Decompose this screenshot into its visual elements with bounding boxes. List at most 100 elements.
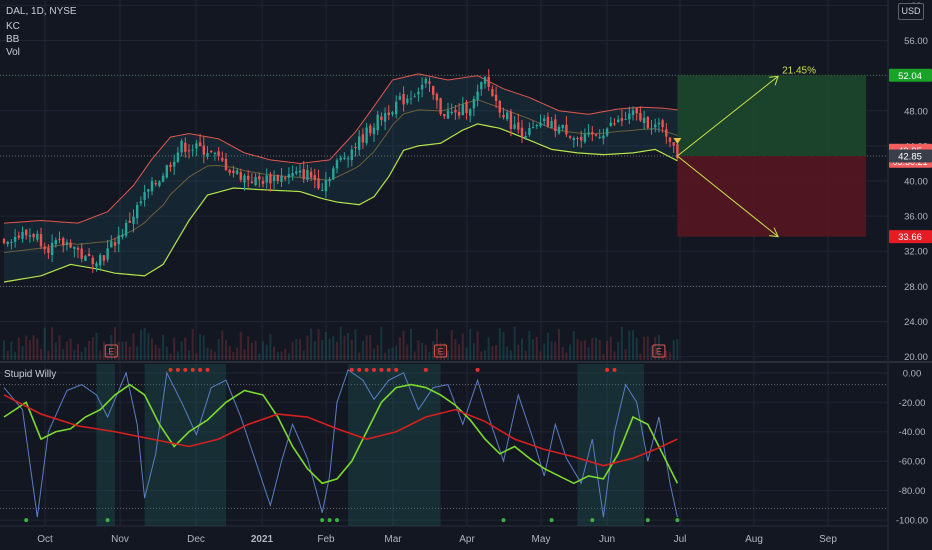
candle-body: [339, 157, 342, 160]
candle-body: [498, 101, 501, 113]
volume-bar: [406, 344, 409, 360]
candle-body: [661, 120, 664, 128]
candle-body: [202, 145, 205, 155]
volume-bar: [454, 338, 457, 360]
time-axis[interactable]: Oct Nov Dec 2021 Feb Mar Apr May Jun Jul Aug Sep: [37, 534, 837, 545]
stop-arrow-head: [769, 227, 779, 238]
candle-body: [158, 181, 161, 187]
legend-kc[interactable]: KC: [6, 21, 20, 32]
price-badge-label: 52.04: [898, 71, 922, 82]
volume-bar: [435, 328, 438, 360]
volume-bar: [62, 349, 65, 360]
volume-bar: [521, 338, 523, 360]
candle-body: [224, 158, 228, 171]
volume-bar: [10, 341, 13, 360]
oscillator-tick-label: -60.00: [899, 457, 926, 468]
volume-bar: [99, 350, 102, 360]
candle-body: [461, 104, 464, 116]
legend-symbol[interactable]: DAL, 1D, NYSE: [6, 6, 77, 17]
legend-bb[interactable]: BB: [6, 34, 20, 45]
candle-body: [169, 164, 172, 168]
volume-bar: [306, 335, 309, 360]
legend-vol[interactable]: Vol: [6, 47, 20, 58]
volume-bar: [532, 339, 535, 360]
candle-body: [287, 174, 291, 178]
candle-body: [295, 171, 298, 174]
candle-body: [387, 112, 390, 115]
candle-body: [602, 135, 605, 139]
oversold-marker: [675, 518, 680, 523]
volume-bar: [602, 353, 605, 360]
volume-bar: [295, 338, 298, 360]
volume-bar: [287, 353, 290, 360]
volume-bar: [199, 334, 202, 360]
volume-bar: [509, 350, 512, 360]
volume-bar: [188, 350, 190, 360]
price-badge: [889, 68, 932, 82]
volume-bar: [273, 346, 276, 360]
candle-body: [420, 84, 424, 90]
volume-bar: [321, 340, 324, 360]
candle-body: [668, 137, 672, 142]
candle-body: [395, 101, 398, 115]
candle-body: [291, 173, 294, 177]
candle-body: [272, 176, 276, 181]
candle-body: [513, 124, 516, 129]
candle-body: [454, 109, 457, 113]
price-axis[interactable]: 20.0024.0028.0032.0036.0040.0044.0048.00…: [889, 1, 932, 527]
time-tick-label: Mar: [384, 534, 402, 545]
candle-body: [247, 175, 250, 180]
target-percent-label: 21.45%: [782, 65, 816, 76]
volume-bar: [639, 353, 642, 360]
volume-bar: [347, 332, 350, 360]
earnings-marker: [434, 344, 448, 358]
time-tick-label: Dec: [187, 534, 205, 545]
overbought-marker: [364, 367, 369, 372]
candle-body: [380, 116, 383, 120]
volume-bar: [21, 346, 24, 360]
volume-bar: [583, 340, 586, 360]
candle-body: [417, 91, 420, 95]
volume-bar: [265, 344, 268, 360]
candle-body: [376, 114, 379, 131]
candle-body: [465, 102, 468, 114]
volume-bar: [628, 330, 631, 360]
time-tick-label: Feb: [317, 534, 335, 545]
currency-button[interactable]: USD: [898, 3, 924, 20]
candle-body: [124, 223, 128, 236]
volume-bar: [165, 346, 168, 360]
candle-body: [28, 235, 32, 237]
volume-bar: [402, 330, 405, 360]
volume-bar: [561, 347, 564, 360]
candle-body: [161, 175, 165, 182]
volume-bar: [387, 348, 390, 360]
volume-bar: [410, 328, 412, 360]
volume-bar: [136, 346, 139, 360]
volume-bar: [391, 347, 394, 360]
volume-bar: [484, 350, 486, 360]
candle-body: [235, 170, 239, 174]
candle-body: [469, 109, 472, 116]
volume-bar: [236, 347, 239, 360]
volume-bar: [184, 337, 187, 360]
volume-bar: [125, 341, 128, 360]
volume-bar: [543, 343, 546, 360]
candle-body: [624, 118, 627, 120]
candle-body: [450, 111, 453, 113]
candle-body: [269, 174, 272, 184]
volume-bar: [243, 349, 246, 360]
volume-bar: [617, 341, 620, 360]
candle-body: [99, 255, 102, 266]
overbought-marker: [198, 367, 203, 372]
candle-body: [228, 169, 231, 173]
candle-body: [265, 175, 268, 183]
volume-bar: [591, 338, 594, 360]
target-zone: [677, 75, 867, 156]
candle-body: [605, 128, 609, 136]
oscillator-title[interactable]: Stupid Willy: [4, 369, 57, 380]
volume-bar: [36, 338, 39, 360]
volume-bar: [365, 335, 368, 360]
volume-bar: [158, 347, 161, 360]
candle-body: [483, 77, 487, 84]
volume-bar: [114, 327, 116, 360]
